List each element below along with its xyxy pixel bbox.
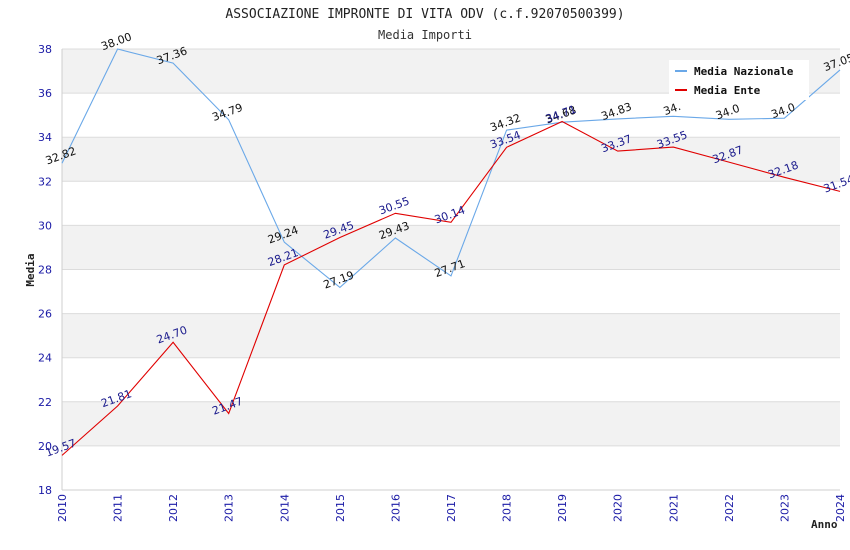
x-tick-label: 2010 <box>56 494 69 522</box>
x-tick-label: 2018 <box>501 494 514 522</box>
grid-band <box>62 357 840 402</box>
x-tick-label: 2019 <box>556 494 569 522</box>
x-tick-label: 2015 <box>334 494 347 522</box>
legend: Media Nazionale Media Ente <box>669 60 809 100</box>
y-tick-label: 28 <box>38 264 52 277</box>
x-tick-label: 2011 <box>112 494 125 522</box>
grid-band <box>62 445 840 490</box>
x-tick-label: 2017 <box>445 494 458 522</box>
grid-band <box>62 313 840 358</box>
grid-band <box>62 93 840 138</box>
y-tick-label: 36 <box>38 87 52 100</box>
chart-title: ASSOCIAZIONE IMPRONTE DI VITA ODV (c.f.9… <box>225 7 624 22</box>
legend-box <box>669 60 809 100</box>
y-tick-label: 32 <box>38 175 52 188</box>
y-axis-label: Media <box>24 253 37 286</box>
x-tick-label: 2024 <box>834 494 847 522</box>
legend-label: Media Nazionale <box>694 65 794 78</box>
x-tick-label: 2022 <box>723 494 736 522</box>
grid-band <box>62 225 840 270</box>
grid-band <box>62 269 840 314</box>
x-tick-label: 2020 <box>612 494 625 522</box>
x-tick-labels: 2010 2011 2012 2013 2014 2015 2016 2017 2018 2019… <box>56 494 847 522</box>
gridlines <box>61 48 840 491</box>
x-tick-label: 2013 <box>223 494 236 522</box>
grid-band <box>62 137 840 182</box>
chart-subtitle: Media Importi <box>378 28 472 42</box>
data-label-nazionale: 34. <box>662 100 683 118</box>
x-tick-label: 2016 <box>389 494 402 522</box>
grid-band <box>62 401 840 446</box>
y-tick-label: 34 <box>38 131 52 144</box>
y-tick-label: 20 <box>38 440 52 453</box>
y-tick-label: 30 <box>38 219 52 232</box>
y-tick-label: 26 <box>38 308 52 321</box>
y-tick-label: 38 <box>38 43 52 56</box>
x-tick-label: 2021 <box>667 494 680 522</box>
series-lines <box>61 48 841 456</box>
series-line-media-ente <box>61 120 841 456</box>
y-tick-label: 22 <box>38 396 52 409</box>
grid-band <box>62 181 840 226</box>
x-axis-label: Anno <box>811 518 838 531</box>
y-tick-label: 18 <box>38 484 52 497</box>
grid-bands <box>62 49 840 490</box>
legend-label: Media Ente <box>694 84 761 97</box>
x-tick-label: 2023 <box>778 494 791 522</box>
series-line-media-nazionale <box>61 48 841 289</box>
y-tick-labels: 18 20 22 24 26 28 30 32 34 36 38 <box>38 43 52 497</box>
y-tick-label: 24 <box>38 352 52 365</box>
x-tick-label: 2012 <box>167 494 180 522</box>
x-tick-label: 2014 <box>278 494 291 522</box>
